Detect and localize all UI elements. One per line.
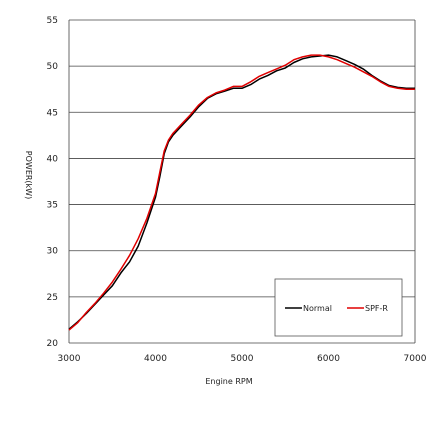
series-line-spf-r: [68, 54, 415, 331]
y-tick-label-55: 55: [47, 16, 58, 26]
y-tick-label-20: 20: [47, 339, 59, 349]
grid-lines: [68, 19, 416, 344]
y-tick-label-45: 45: [47, 108, 58, 118]
y-tick-label-50: 50: [47, 62, 59, 72]
series-line-normal: [68, 54, 415, 330]
x-tick-labels: 3000 4000 5000 6000 7000: [58, 354, 427, 364]
x-tick-label-5000: 5000: [231, 354, 254, 364]
x-tick-label-6000: 6000: [317, 354, 340, 364]
y-tick-label-35: 35: [47, 201, 58, 211]
legend: Normal SPF-R: [274, 278, 403, 337]
legend-label-spfr: SPF-R: [365, 304, 388, 313]
x-tick-label-3000: 3000: [58, 354, 81, 364]
y-tick-label-40: 40: [47, 154, 59, 164]
y-tick-label-25: 25: [47, 293, 58, 303]
x-tick-label-4000: 4000: [144, 354, 167, 364]
x-tick-label-7000: 7000: [404, 354, 427, 364]
y-tick-label-30: 30: [47, 247, 59, 257]
y-tick-labels: 20 25 30 35 40 45 50 55: [47, 16, 59, 349]
legend-label-normal: Normal: [303, 304, 332, 313]
x-axis-title: Engine RPM: [205, 377, 252, 386]
y-axis-title: POWER(kW): [24, 151, 33, 199]
series-lines: [68, 54, 415, 331]
